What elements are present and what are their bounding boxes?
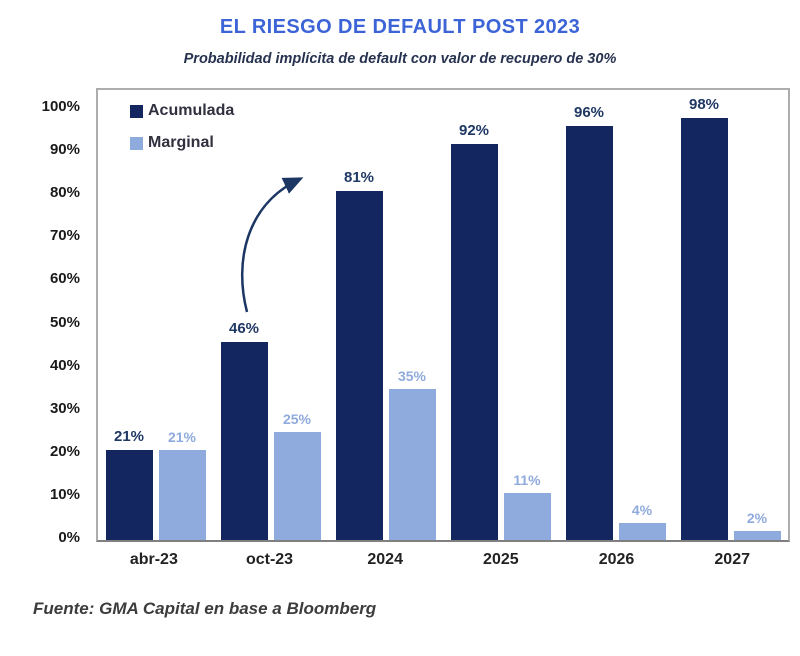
y-tick-label: 20% — [49, 442, 80, 460]
acumulada-bar — [450, 143, 498, 540]
bar-group: 46% 25% — [213, 90, 328, 540]
bar-column: 2% — [733, 510, 781, 540]
legend: Acumulada Marginal — [130, 102, 234, 166]
x-tick-label: 2024 — [367, 551, 403, 568]
y-tick-label: 40% — [49, 356, 80, 374]
bar-value-label: 98% — [688, 95, 720, 113]
bar-value-label: 46% — [228, 319, 260, 337]
bar-value-label: 4% — [631, 501, 653, 518]
chart-title: EL RIESGO DE DEFAULT POST 2023 — [219, 16, 581, 38]
y-tick-label: 30% — [49, 399, 80, 417]
y-tick-label: 70% — [49, 227, 80, 245]
y-tick-label: 0% — [58, 529, 80, 546]
legend-label-acumulada: Acumulada — [148, 102, 235, 119]
bar-value-label: 92% — [458, 121, 490, 139]
bar-value-label: 96% — [573, 104, 605, 122]
y-tick-label: 50% — [49, 313, 80, 331]
x-tick-label: oct-23 — [245, 551, 294, 568]
plot-area: Acumulada Marginal 21% 21% 46% 25% 81% 35% 92%… — [96, 88, 790, 542]
bar-group: 21% 21% — [98, 90, 213, 540]
y-tick-label: 80% — [49, 184, 80, 202]
acumulada-bar — [220, 341, 268, 540]
bar-value-label: 11% — [513, 471, 541, 488]
bar-column: 35% — [388, 368, 436, 540]
bar-column: 21% — [105, 427, 153, 540]
bar-value-label: 21% — [113, 427, 145, 445]
bar-value-label: 25% — [282, 411, 312, 428]
bar-value-label: 81% — [343, 168, 375, 186]
legend-item-marginal: Marginal — [130, 134, 234, 152]
x-tick-label: 2026 — [598, 551, 635, 568]
bar-column: 46% — [220, 319, 268, 540]
acumulada-bar — [335, 190, 383, 540]
acumulada-bar — [565, 126, 613, 540]
bar-column: 21% — [158, 428, 206, 540]
marginal-bar — [618, 522, 666, 540]
legend-label-marginal: Marginal — [148, 134, 214, 151]
legend-swatch-marginal — [130, 136, 143, 150]
bar-value-label: 35% — [397, 368, 427, 385]
marginal-bar — [158, 449, 206, 540]
y-tick-label: 10% — [49, 485, 80, 503]
marginal-bar — [733, 531, 781, 540]
bar-group: 98% 2% — [673, 90, 788, 540]
acumulada-bar — [105, 449, 153, 540]
bar-column: 11% — [503, 471, 551, 540]
bar-column: 96% — [565, 104, 613, 540]
marginal-bar — [388, 389, 436, 540]
x-tick-label: abr-23 — [129, 551, 178, 568]
legend-item-acumulada: Acumulada — [130, 102, 234, 120]
bar-column: 4% — [618, 501, 666, 540]
bar-value-label: 21% — [167, 428, 197, 445]
marginal-bar — [503, 492, 551, 540]
source-note: Fuente: GMA Capital en base a Bloomberg — [33, 599, 377, 618]
y-axis: 0% 10% 20% 30% 40% 50% 60% 70% 80% 90% 100% — [10, 88, 88, 546]
bar-column: 25% — [273, 411, 321, 540]
x-tick-label: 2025 — [483, 551, 519, 568]
acumulada-bar — [680, 117, 728, 540]
legend-swatch-acumulada — [130, 104, 143, 118]
x-axis: abr-23 oct-23 2024 2025 2026 2027 — [96, 551, 790, 569]
bar-group: 92% 11% — [443, 90, 558, 540]
bar-column: 92% — [450, 121, 498, 540]
y-tick-label: 90% — [49, 141, 80, 159]
bar-value-label: 2% — [746, 510, 768, 527]
bar-group: 96% 4% — [558, 90, 673, 540]
bar-column: 98% — [680, 95, 728, 540]
y-tick-label: 60% — [49, 270, 80, 288]
chart-subtitle: Probabilidad implícita de default con va… — [183, 51, 617, 67]
y-tick-label: 100% — [41, 98, 80, 115]
bar-group: 81% 35% — [328, 90, 443, 540]
bar-groups: 21% 21% 46% 25% 81% 35% 92% 11% 96% 4% 98% 2% — [98, 90, 788, 540]
bar-column: 81% — [335, 168, 383, 540]
marginal-bar — [273, 432, 321, 540]
x-tick-label: 2027 — [714, 551, 750, 568]
